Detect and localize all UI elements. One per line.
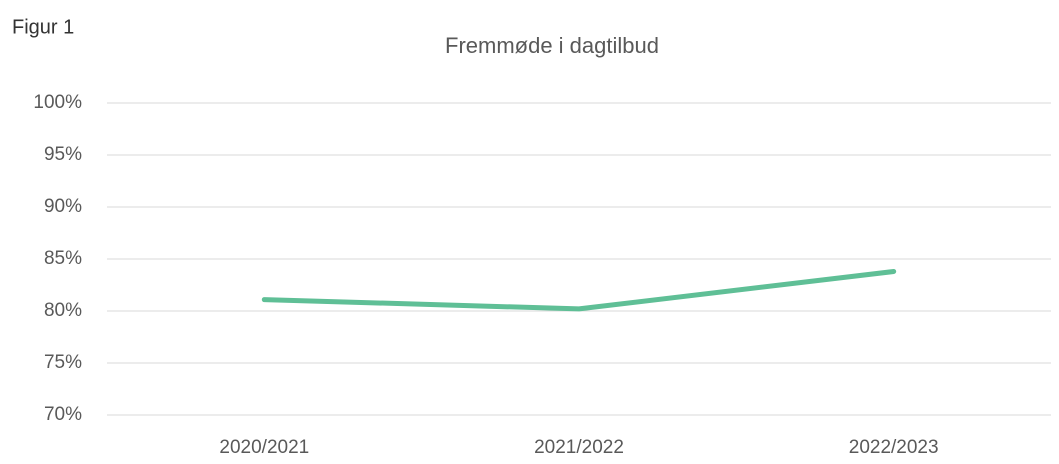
y-tick-label: 100% xyxy=(33,92,82,113)
x-tick-label: 2021/2022 xyxy=(534,437,624,458)
chart-title: Fremmøde i dagtilbud xyxy=(445,33,659,58)
y-tick-label: 95% xyxy=(44,144,82,165)
y-tick-label: 90% xyxy=(44,196,82,217)
x-tick-label: 2020/2021 xyxy=(219,437,309,458)
y-tick-label: 70% xyxy=(44,404,82,425)
y-tick-label: 85% xyxy=(44,248,82,269)
y-tick-label: 80% xyxy=(44,300,82,321)
line-series xyxy=(261,269,897,312)
y-tick-label: 75% xyxy=(44,352,82,373)
x-tick-label: 2022/2023 xyxy=(849,437,939,458)
figure-label: Figur 1 xyxy=(12,16,74,38)
